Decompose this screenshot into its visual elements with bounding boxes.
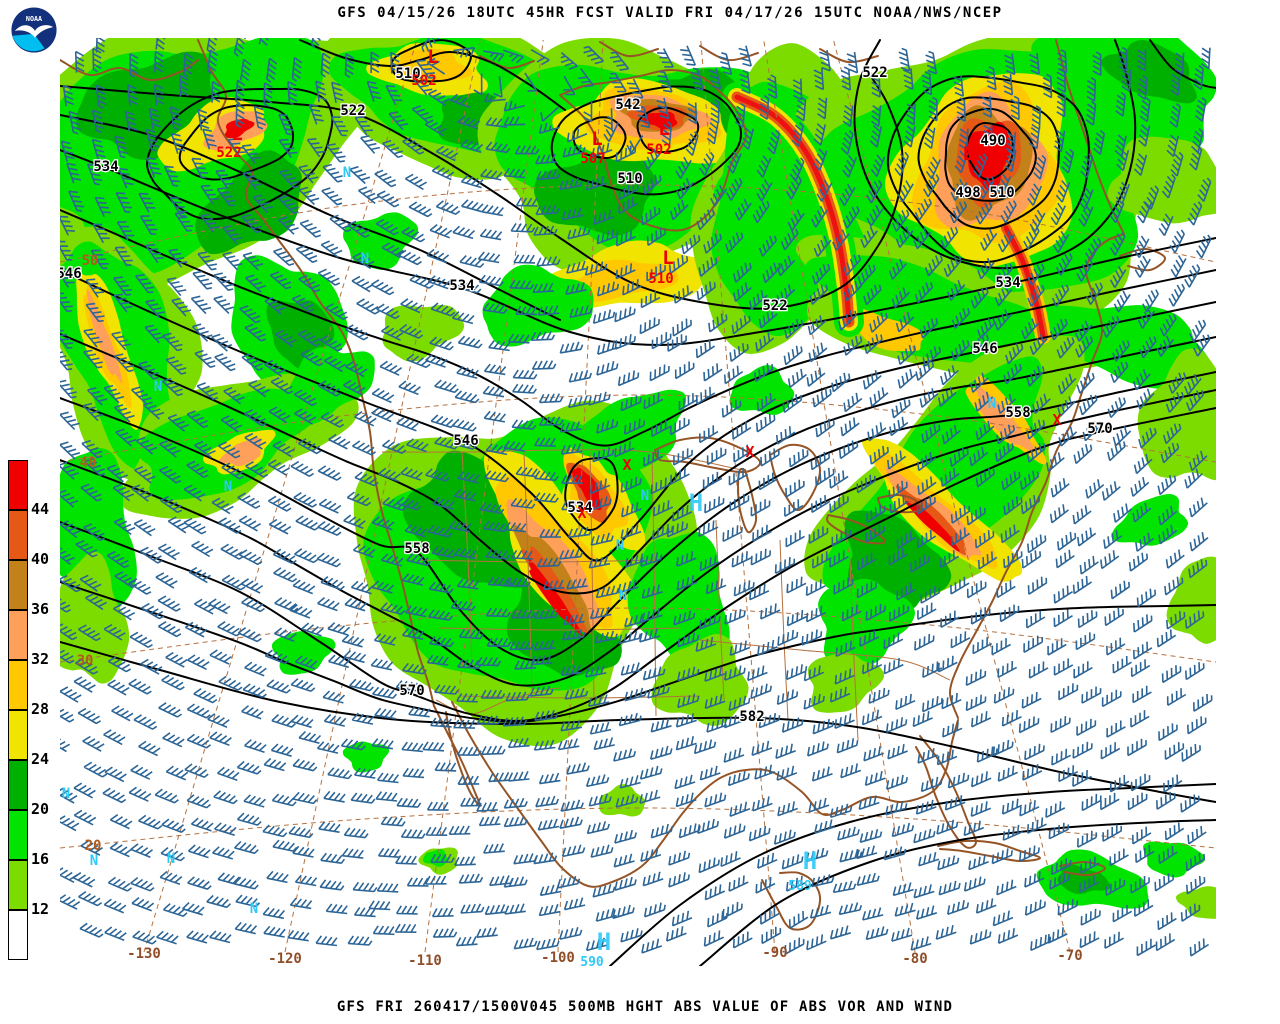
height-contour-label: 542 <box>615 97 640 113</box>
latitude-label: 20 <box>85 838 102 854</box>
low-center-value: 507 <box>580 151 605 167</box>
height-contour-label: 582 <box>739 709 764 725</box>
vorticity-max-x-mark: X <box>622 456 631 474</box>
low-center-value: 502 <box>411 73 436 89</box>
height-contour-label: 534 <box>93 159 118 175</box>
colorbar-segment <box>8 760 28 810</box>
low-center-marker: L <box>658 118 669 140</box>
low-center-marker: L <box>427 46 438 68</box>
colorbar-tick-label: 36 <box>31 600 50 619</box>
height-contour-label: 522 <box>862 65 887 81</box>
colorbar-segment <box>8 710 28 760</box>
height-contour-label: 490 <box>980 133 1005 149</box>
vorticity-min-n-mark: N <box>343 165 351 181</box>
longitude-label: -130 <box>127 946 161 962</box>
longitude-label: -90 <box>762 945 787 961</box>
vorticity-min-n-mark: N <box>641 488 649 504</box>
vorticity-min-n-mark: N <box>62 786 70 802</box>
height-contour-label: 498 <box>955 185 980 201</box>
vorticity-min-n-mark: N <box>154 379 162 395</box>
colorbar-tick-label: 44 <box>31 500 50 519</box>
longitude-label: -70 <box>1057 948 1082 964</box>
high-center-marker: H <box>689 489 703 517</box>
vorticity-min-n-mark: N <box>224 479 232 495</box>
vorticity-max-x-mark: X <box>1052 411 1061 429</box>
height-contour-label: 546 <box>453 433 478 449</box>
colorbar-segment <box>8 910 28 960</box>
vorticity-min-n-mark: N <box>167 851 175 867</box>
colorbar-tick-label: 32 <box>31 650 50 669</box>
latitude-label: 50 <box>82 253 99 269</box>
vorticity-colorbar: 44 40 36 32 28 24 20 16 12 <box>0 0 60 1024</box>
noaa-logo-text: NOAA <box>26 15 42 23</box>
longitude-label: -110 <box>408 953 442 969</box>
map-root: 510 542 522 522 522 534 534 534 534 546 546 546 558 5… <box>56 38 1216 970</box>
longitude-label: -80 <box>902 951 927 967</box>
low-center-marker: L <box>962 143 973 165</box>
latitude-label: 40 <box>80 455 97 471</box>
vorticity-min-n-mark: N <box>619 588 627 604</box>
height-contour-label: 510 <box>989 185 1014 201</box>
colorbar-tick-label: 40 <box>31 550 50 569</box>
height-contour-label: 534 <box>567 500 592 516</box>
height-contour-label: 522 <box>340 103 365 119</box>
latitude-label: 30 <box>77 653 94 669</box>
low-center-marker: L <box>662 247 673 269</box>
high-center-marker: H <box>803 847 817 875</box>
vorticity-fill-layer <box>60 38 1216 919</box>
colorbar-segment <box>8 460 28 510</box>
low-center-marker: L <box>591 128 602 150</box>
longitude-label: -100 <box>541 950 575 966</box>
height-contour-label: 570 <box>399 683 424 699</box>
height-contour-label: 558 <box>404 541 429 557</box>
longitude-label: -120 <box>268 951 302 967</box>
colorbar-segment <box>8 560 28 610</box>
colorbar-tick-label: 20 <box>31 800 50 819</box>
vorticity-min-n-mark: N <box>361 251 369 267</box>
colorbar-segment <box>8 810 28 860</box>
low-center-value: 502 <box>646 142 671 158</box>
wind-barb-layer <box>60 38 1213 957</box>
height-contour-label: 558 <box>1005 405 1030 421</box>
colorbar-segment <box>8 610 28 660</box>
noaa-logo: NOAA <box>10 6 58 54</box>
height-contour-label: 510 <box>617 171 642 187</box>
low-center-marker: L <box>231 123 242 145</box>
chart-title-bottom: GFS FRI 260417/1500V045 500MB HGHT ABS V… <box>336 999 954 1015</box>
colorbar-segment <box>8 860 28 910</box>
noaa-logo-graphic: NOAA <box>11 7 57 53</box>
colorbar-tick-label: 16 <box>31 850 50 869</box>
height-contour-label: 546 <box>972 341 997 357</box>
vorticity-min-n-mark: N <box>250 901 258 917</box>
low-center-value: 510 <box>648 271 673 287</box>
colorbar-tick-label: 28 <box>31 700 50 719</box>
height-contour-label: 534 <box>995 275 1020 291</box>
low-center-value: 522 <box>216 145 241 161</box>
high-center-marker: H <box>597 928 611 956</box>
height-contour-label: 546 <box>56 266 81 282</box>
vorticity-min-n-mark: N <box>616 538 624 554</box>
chart-title-top: GFS 04/15/26 18UTC 45HR FCST VALID FRI 0… <box>337 5 1003 21</box>
colorbar-tick-label: 24 <box>31 750 50 769</box>
colorbar-tick-label: 12 <box>31 900 50 919</box>
contour-label-layer: 510 542 522 522 522 534 534 534 534 546 546 546 558 5… <box>56 64 1114 727</box>
height-contour-label: 522 <box>762 298 787 314</box>
vorticity-max-x-mark: X <box>745 443 754 461</box>
height-contour-label: 570 <box>1087 421 1112 437</box>
height-contour-label: 534 <box>449 278 474 294</box>
colorbar-segment <box>8 660 28 710</box>
high-center-value: 589 <box>788 879 811 894</box>
high-center-value: 590 <box>580 955 604 970</box>
vorticity-max-x-mark: X <box>577 504 586 522</box>
height-contour-label: 510 <box>395 66 420 82</box>
colorbar-segment <box>8 510 28 560</box>
vorticity-min-n-mark: N <box>988 396 996 412</box>
vorticity-min-n-mark: N <box>90 853 98 869</box>
